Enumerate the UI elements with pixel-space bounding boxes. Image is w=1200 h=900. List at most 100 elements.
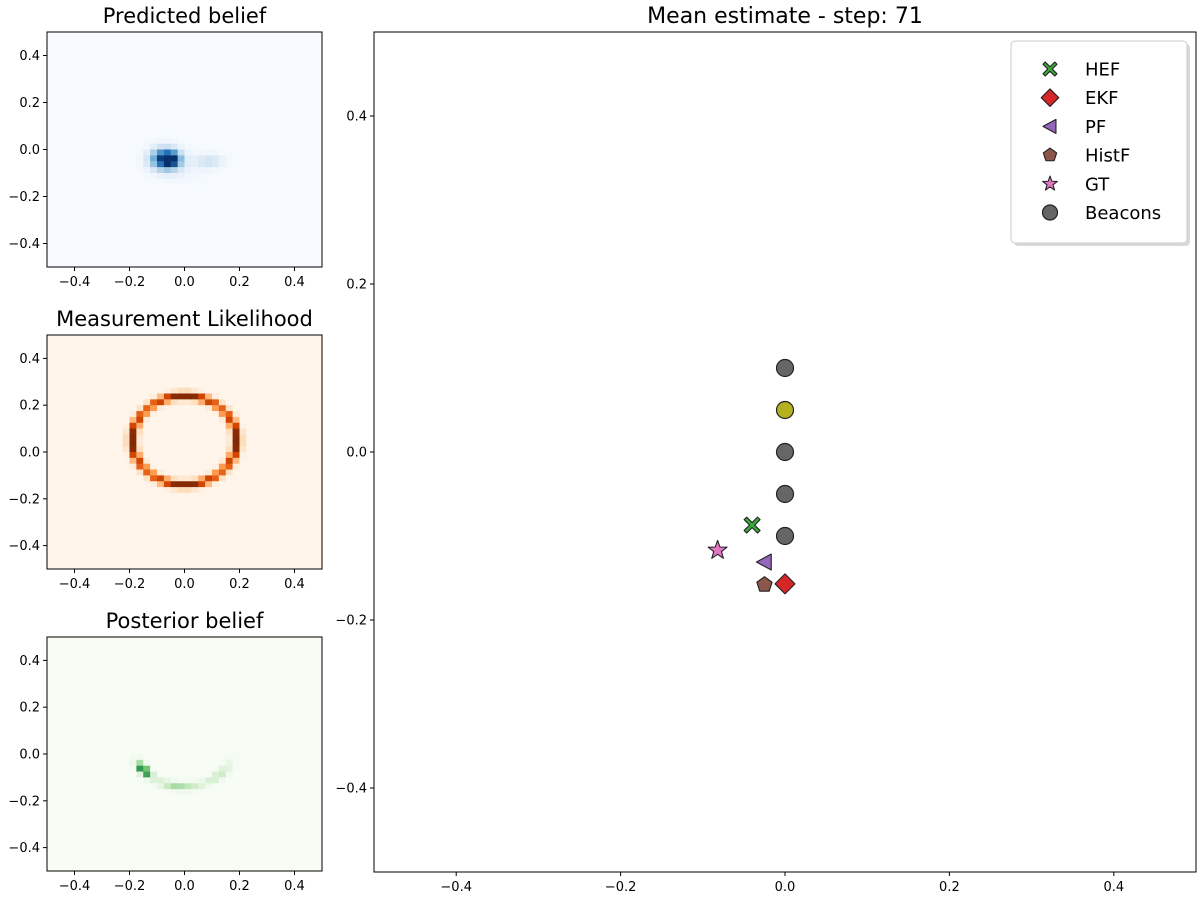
heatmap-cell: [315, 178, 323, 186]
heatmap-cell: [157, 730, 165, 738]
heatmap-cell: [170, 754, 179, 761]
heatmap-cell: [246, 794, 254, 802]
heatmap-cell: [260, 859, 268, 866]
heatmap-cell: [88, 528, 96, 535]
heatmap-cell: [177, 340, 186, 348]
heatmap-cell: [143, 237, 151, 245]
heatmap-cell: [108, 835, 117, 843]
heatmap-cell: [198, 452, 206, 459]
heatmap-cell: [143, 498, 151, 506]
heatmap-cell: [198, 865, 206, 872]
heatmap-cell: [108, 545, 117, 553]
heatmap-cell: [253, 196, 261, 203]
heatmap-cell: [191, 61, 199, 68]
heatmap-cell: [267, 102, 275, 109]
heatmap-cell: [81, 364, 89, 371]
heatmap-cell: [53, 707, 62, 714]
heatmap-cell: [273, 660, 282, 667]
heatmap-cell: [157, 137, 165, 145]
heatmap-cell: [150, 748, 158, 755]
heatmap-cell: [253, 789, 261, 796]
heatmap-cell: [287, 108, 296, 115]
heatmap-cell: [157, 736, 165, 743]
heatmap-cell: [74, 724, 82, 732]
heatmap-cell: [108, 457, 117, 465]
heatmap-cell: [143, 824, 151, 831]
heatmap-cell: [225, 475, 234, 482]
heatmap-cell: [157, 660, 165, 667]
heatmap-cell: [239, 718, 247, 726]
heatmap-cell: [191, 364, 199, 371]
heatmap-cell: [308, 498, 316, 506]
heatmap-cell: [191, 184, 199, 192]
heatmap-cell: [212, 43, 220, 51]
heatmap-cell: [267, 516, 275, 523]
heatmap-cell: [81, 102, 89, 109]
heatmap-cell: [102, 830, 110, 837]
heatmap-cell: [163, 231, 172, 239]
heatmap-cell: [225, 707, 234, 714]
heatmap-cell: [232, 789, 241, 796]
heatmap-cell: [239, 557, 247, 564]
heatmap-cell: [225, 551, 234, 558]
heatmap-cell: [212, 794, 220, 802]
heatmap-cell: [115, 335, 124, 342]
heatmap-cell: [177, 642, 186, 650]
heatmap-cell: [287, 563, 296, 570]
heatmap-cell: [150, 824, 158, 831]
heatmap-cell: [177, 37, 186, 45]
heatmap-cell: [150, 167, 158, 174]
heatmap-cell: [74, 375, 82, 383]
heatmap-cell: [177, 231, 186, 239]
heatmap-cell: [294, 208, 302, 215]
heatmap-cell: [170, 683, 179, 691]
heatmap-cell: [74, 754, 82, 761]
heatmap-cell: [198, 563, 206, 570]
heatmap-cell: [232, 736, 241, 743]
heatmap-cell: [294, 428, 302, 436]
heatmap-cell: [294, 806, 302, 814]
heatmap-cell: [143, 90, 151, 98]
heatmap-cell: [157, 126, 165, 133]
heatmap-cell: [67, 73, 76, 80]
heatmap-cell: [273, 783, 282, 790]
heatmap-cell: [198, 748, 206, 755]
heatmap-cell: [122, 364, 131, 371]
heatmap-cell: [53, 847, 62, 855]
heatmap-cell: [67, 498, 76, 506]
heatmap-cell: [225, 522, 234, 529]
heatmap-cell: [218, 161, 227, 168]
heatmap-cell: [280, 422, 289, 430]
heatmap-cell: [232, 428, 241, 436]
heatmap-cell: [184, 475, 192, 482]
heatmap-cell: [198, 73, 206, 80]
heatmap-cell: [108, 683, 117, 691]
heatmap-cell: [273, 742, 282, 749]
heatmap-cell: [170, 824, 179, 831]
heatmap-cell: [88, 190, 96, 198]
heatmap-cell: [143, 812, 151, 819]
heatmap-cell: [163, 847, 172, 855]
heatmap-cell: [273, 214, 282, 221]
heatmap-cell: [218, 352, 227, 359]
heatmap-cell: [136, 55, 144, 62]
heatmap-cell: [67, 249, 76, 256]
heatmap-cell: [301, 96, 309, 104]
heatmap-cell: [108, 759, 117, 767]
heatmap-cell: [294, 533, 302, 541]
heatmap-cell: [108, 748, 117, 755]
heatmap-cell: [170, 563, 179, 570]
heatmap-cell: [205, 545, 213, 553]
heatmap-cell: [177, 771, 186, 778]
heatmap-cell: [287, 131, 296, 139]
heatmap-cell: [136, 202, 144, 209]
heatmap-cell: [122, 759, 131, 767]
heatmap-cell: [47, 440, 55, 447]
heatmap-cell: [205, 533, 213, 541]
heatmap-cell: [191, 841, 199, 849]
heatmap-cell: [122, 255, 131, 262]
heatmap-cell: [102, 754, 110, 761]
heatmap-cell: [260, 440, 268, 447]
heatmap-cell: [212, 364, 220, 371]
heatmap-cell: [47, 528, 55, 535]
